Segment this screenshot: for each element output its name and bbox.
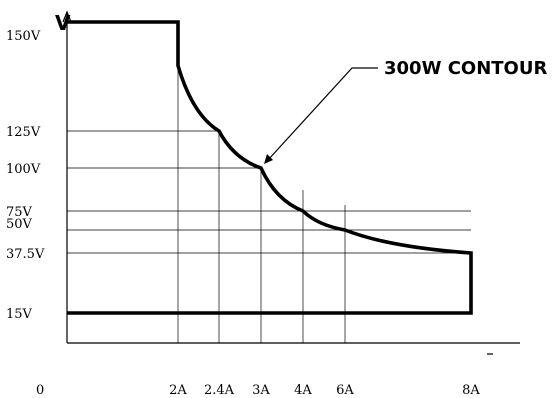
- chart-series: [67, 20, 473, 315]
- origin-label: 0: [36, 383, 44, 398]
- y-tick-label: 75V: [6, 205, 33, 220]
- y-tick-label: 37.5V: [6, 247, 45, 262]
- chart-grid: [67, 22, 471, 343]
- annotation-arrowhead: [264, 154, 273, 164]
- y-tick-label: 125V: [6, 125, 41, 140]
- x-tick-label: 8A: [462, 383, 480, 398]
- x-tick-label: 2.4A: [204, 383, 235, 398]
- annotation-leader: [267, 67, 378, 161]
- x-tick-label: 6A: [336, 383, 354, 398]
- y-tick-label: 100V: [6, 162, 41, 177]
- y-tick-label: 15V: [6, 307, 33, 322]
- x-tick-label: 3A: [252, 383, 270, 398]
- y-axis-arrow: [62, 10, 72, 23]
- contour-label: 300W CONTOUR: [384, 58, 547, 79]
- contour-annotation: 300W CONTOUR: [264, 58, 547, 164]
- y-tick-label: 50V: [6, 217, 33, 232]
- chart-axes: [62, 10, 520, 355]
- x-tick-label: 2A: [169, 383, 187, 398]
- envelope-line: [67, 20, 473, 315]
- y-tick-label: 150V: [6, 29, 41, 44]
- x-tick-label: 4A: [294, 383, 312, 398]
- y-axis-title: V: [55, 11, 71, 35]
